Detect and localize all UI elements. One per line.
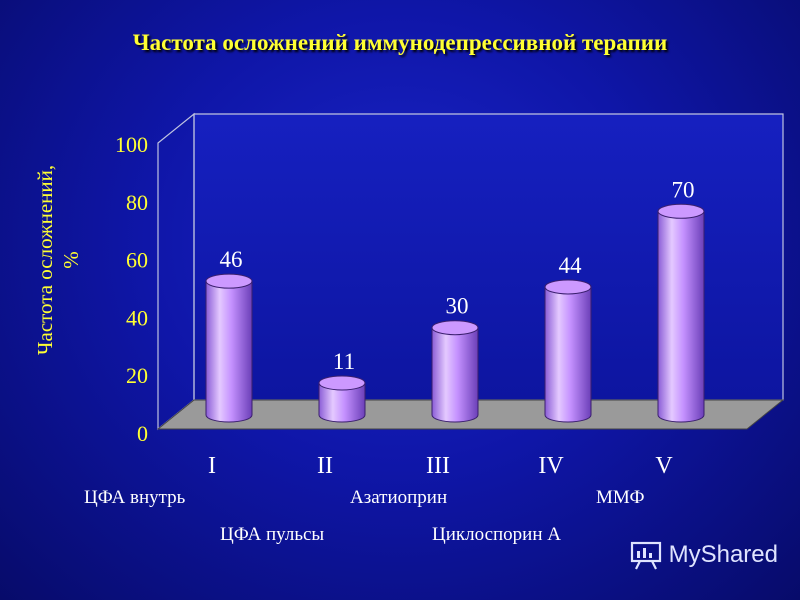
bar-III: 30 [431,294,479,423]
x-tick-label-V: V [655,453,673,479]
bar-body [205,280,253,423]
bar-body [318,382,366,423]
bar-top [657,203,705,219]
bar-body [657,210,705,423]
drug-label-iii: Азатиоприн [350,487,448,508]
y-tick-label-3: 60 [126,248,148,273]
y-tick-label-4: 80 [126,190,148,215]
bar-top [205,273,253,289]
data-label-II: 11 [333,349,355,374]
y-axis-label-line2: % [59,251,83,269]
bar-I: 46 [205,247,253,423]
chart-title: Частота осложнений иммунодепрессивной те… [132,30,668,55]
x-tick-label-II: II [317,453,333,479]
drug-label-v: ММФ [596,487,645,508]
y-tick-label-2: 40 [126,305,148,330]
y-axis-label-line1: Частота осложнений, [33,164,57,356]
presentation-board-icon [630,541,661,570]
data-label-IV: 44 [559,253,583,278]
x-axis-ticks: I II III IV V [208,453,673,479]
drug-label-ii: ЦФА пульсы [220,524,325,545]
chart-side-wall [157,112,195,431]
x-tick-label-IV: IV [538,453,564,479]
bar-top [544,279,592,295]
data-label-III: 30 [446,294,469,319]
bar-top [431,320,479,336]
watermark: MyShared [629,538,778,572]
bars-group: 46 11 30 44 70 [205,177,705,423]
y-axis-label: Частота осложнений, % [18,130,98,390]
x-tick-label-I: I [208,453,216,479]
watermark-text: MyShared [668,541,778,568]
y-tick-label-1: 20 [126,363,148,388]
bar-II: 11 [318,349,366,423]
y-tick-label-5: 100 [115,132,148,157]
bar-body [431,327,479,423]
drug-label-i: ЦФА внутрь [84,487,186,508]
y-axis-ticks: 0 20 40 60 80 100 [115,132,148,446]
bar-top [318,375,366,391]
data-label-I: 46 [220,247,243,272]
bar-IV: 44 [544,253,592,423]
data-label-V: 70 [672,177,695,202]
x-tick-label-III: III [426,453,450,479]
drug-label-iv: Циклоспорин А [432,524,561,545]
bar-V: 70 [657,177,705,423]
y-tick-label-0: 0 [137,421,148,446]
bar-body [544,286,592,423]
